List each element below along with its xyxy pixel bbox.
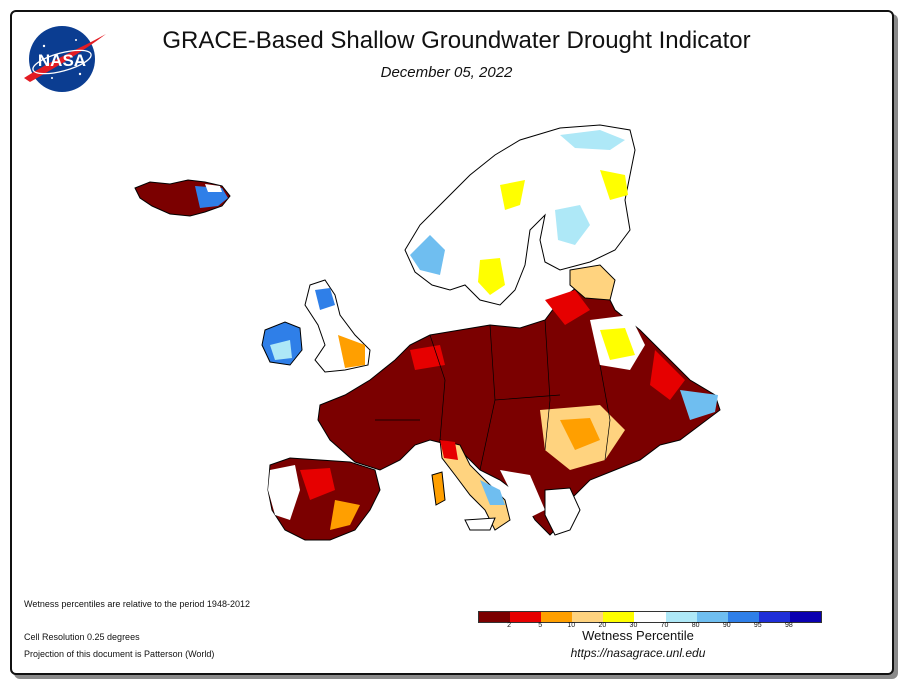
legend-swatch — [603, 612, 635, 622]
legend-swatch — [479, 612, 511, 622]
wetness-legend-bar — [478, 611, 822, 623]
nasa-logo-text: NASA — [38, 51, 86, 70]
legend-swatch — [727, 612, 759, 622]
legend-swatch — [665, 612, 697, 622]
legend-tick-label: 2 — [507, 622, 512, 629]
legend-tick-label: 10 — [567, 622, 576, 629]
legend-tick-label: 95 — [753, 622, 762, 629]
italy-region — [439, 439, 511, 531]
baltic-region — [569, 264, 616, 301]
legend-tick-label: 30 — [629, 622, 638, 629]
legend-swatch — [758, 612, 790, 622]
map-date: December 05, 2022 — [380, 64, 513, 81]
legend-swatch — [789, 612, 822, 622]
legend-tick-label: 20 — [598, 622, 607, 629]
legend-tick-label: 5 — [538, 622, 543, 629]
legend-tick-label: 90 — [722, 622, 731, 629]
projection-note: Projection of this document is Patterson… — [24, 649, 215, 659]
period-note: Wetness percentiles are relative to the … — [24, 599, 250, 609]
legend-tick-label: 70 — [660, 622, 669, 629]
europe-drought-map — [134, 124, 721, 541]
legend-tick-label: 80 — [691, 622, 700, 629]
resolution-note: Cell Resolution 0.25 degrees — [24, 632, 140, 642]
sardinia-corsica — [431, 471, 446, 506]
legend-swatch — [510, 612, 542, 622]
legend-swatch — [572, 612, 604, 622]
legend-tick-label: 98 — [785, 622, 793, 629]
greece-region — [544, 487, 581, 536]
legend-swatch — [541, 612, 573, 622]
sicily — [464, 517, 496, 531]
legend-ticks: 2 5 10 20 30 70 80 90 95 98 — [478, 622, 820, 632]
page-title: GRACE-Based Shallow Groundwater Drought … — [162, 27, 751, 54]
legend-swatch — [696, 612, 728, 622]
source-url[interactable]: https://nasagrace.unl.edu — [570, 646, 706, 660]
legend-title: Wetness Percentile — [582, 628, 694, 643]
legend-swatch — [634, 612, 666, 622]
nasa-logo: NASA — [24, 26, 106, 92]
scandinavia-region — [404, 124, 636, 306]
